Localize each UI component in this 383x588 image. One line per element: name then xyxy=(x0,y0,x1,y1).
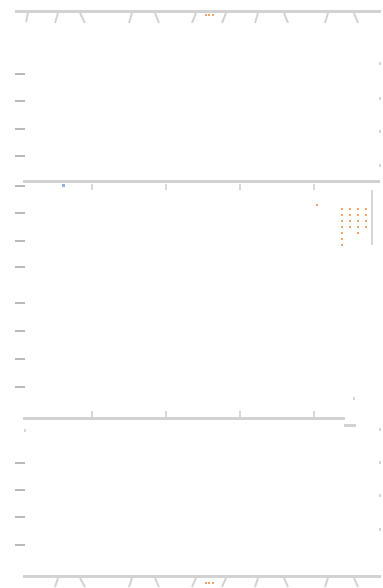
top-cut-6 xyxy=(324,12,359,24)
top-cut-4 xyxy=(191,12,227,24)
left-label-9 xyxy=(15,302,25,304)
left-label-5 xyxy=(15,185,25,187)
middle-bar xyxy=(23,180,380,246)
left-label-10 xyxy=(15,330,25,332)
right-tick-5 xyxy=(379,428,381,431)
top-cut-3 xyxy=(128,12,160,24)
left-label-1 xyxy=(15,73,25,75)
left-label-16 xyxy=(15,544,25,546)
orange-dot-6 xyxy=(341,238,343,240)
right-tick-7 xyxy=(379,494,381,497)
orange-dot-9 xyxy=(349,214,351,216)
lower-tick-1 xyxy=(91,411,93,417)
orange-dot-8 xyxy=(349,208,351,210)
top-center-markers xyxy=(205,14,214,16)
orange-dot-12 xyxy=(357,208,359,210)
top-marker-c xyxy=(212,14,214,16)
bottom-cut-2 xyxy=(128,577,160,588)
orange-dot-2 xyxy=(341,214,343,216)
right-tick-6 xyxy=(379,461,381,464)
middle-vline xyxy=(371,190,373,245)
left-label-8 xyxy=(15,266,25,268)
middle-tick-1 xyxy=(91,184,93,190)
bottom-border xyxy=(23,575,381,588)
orange-dot-15 xyxy=(357,226,359,228)
lower-tick-3 xyxy=(239,411,241,417)
orange-dot-11 xyxy=(349,226,351,228)
right-tick-2 xyxy=(379,97,381,100)
middle-rail xyxy=(23,180,380,183)
left-label-12 xyxy=(15,386,25,388)
top-cut-1 xyxy=(25,12,29,23)
top-cuts xyxy=(25,12,359,24)
bottom-cut-3 xyxy=(191,577,227,588)
left-label-3 xyxy=(15,128,25,130)
orange-dot-7 xyxy=(341,244,343,246)
orange-dot-18 xyxy=(365,214,367,216)
top-border xyxy=(15,10,381,24)
middle-marker-blue xyxy=(62,184,65,187)
bottom-cuts xyxy=(54,577,359,588)
bottom-marker-a xyxy=(205,582,207,584)
left-label-15 xyxy=(15,516,25,518)
right-tick-1 xyxy=(379,62,381,65)
left-label-13 xyxy=(15,462,25,464)
orange-dot-19 xyxy=(365,220,367,222)
right-tick-4 xyxy=(379,164,381,167)
lower-tick-4 xyxy=(313,411,315,417)
orange-dot-5 xyxy=(341,232,343,234)
right-edge-ticks xyxy=(379,62,381,531)
orange-dot-10 xyxy=(349,220,351,222)
middle-tick-4 xyxy=(313,184,315,190)
bottom-cut-4 xyxy=(254,577,289,588)
left-label-4 xyxy=(15,155,25,157)
left-label-6 xyxy=(15,212,25,214)
orange-dot-3 xyxy=(341,220,343,222)
orange-dot-17 xyxy=(365,208,367,210)
orange-dot-13 xyxy=(357,214,359,216)
middle-tick-3 xyxy=(239,184,241,190)
top-marker-b xyxy=(208,14,210,16)
left-label-7 xyxy=(15,240,25,242)
left-labels xyxy=(15,73,25,546)
bottom-rail xyxy=(23,575,381,578)
orange-columns xyxy=(341,208,367,246)
orange-dot-16 xyxy=(357,232,359,234)
lower-right-marker xyxy=(353,397,355,400)
lower-stub xyxy=(344,424,356,427)
lower-tick-2 xyxy=(165,411,167,417)
lower-bar xyxy=(23,397,356,432)
left-label-11 xyxy=(15,358,25,360)
top-cut-2 xyxy=(54,12,86,24)
orange-dot-4 xyxy=(341,226,343,228)
top-cut-5 xyxy=(254,12,289,24)
lower-rail xyxy=(23,417,345,420)
orange-dot-20 xyxy=(365,226,367,228)
bottom-marker-c xyxy=(212,582,214,584)
left-label-14 xyxy=(15,489,25,491)
right-tick-3 xyxy=(379,130,381,133)
middle-marker-orange xyxy=(316,204,318,206)
lower-left-marker xyxy=(24,429,26,432)
top-marker-a xyxy=(205,14,207,16)
bottom-cut-5 xyxy=(324,577,359,588)
orange-dot-14 xyxy=(357,220,359,222)
bottom-center-markers xyxy=(205,582,214,584)
orange-dot-1 xyxy=(341,208,343,210)
middle-tick-2 xyxy=(165,184,167,190)
left-label-2 xyxy=(15,100,25,102)
top-rail xyxy=(15,10,381,13)
bottom-cut-1 xyxy=(54,577,86,588)
bottom-marker-b xyxy=(208,582,210,584)
right-tick-8 xyxy=(379,528,381,531)
